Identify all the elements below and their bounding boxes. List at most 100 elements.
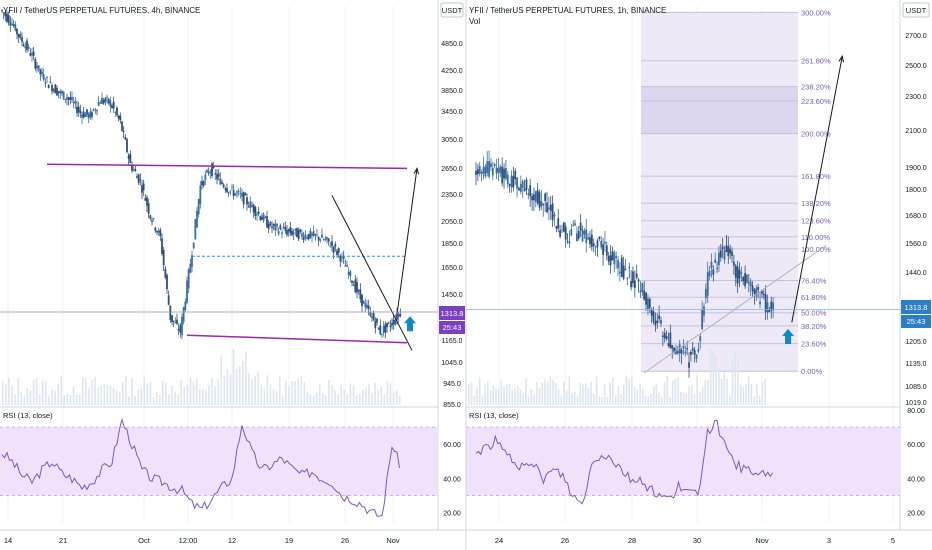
volume-bar	[669, 396, 671, 405]
candle-body	[352, 285, 355, 287]
candle-body	[697, 348, 700, 352]
volume-bar	[45, 381, 47, 405]
candle-body	[387, 322, 390, 324]
volume-bar	[535, 381, 538, 405]
candle-body	[710, 261, 713, 268]
candle-body	[669, 332, 672, 349]
volume-bar	[309, 395, 312, 405]
volume-bar	[8, 377, 10, 405]
rsi-tick-label: 80.00	[907, 408, 925, 415]
volume-bar	[285, 381, 287, 405]
candle-body	[281, 232, 283, 234]
right-chart-panel[interactable]: 300.00%261.80%238.20%223.60%200.00%161.8…	[466, 0, 932, 545]
candle-body	[112, 101, 115, 109]
candle-body	[643, 290, 646, 300]
price-tick-label: 2050.0	[441, 219, 463, 226]
candle-body	[585, 229, 588, 244]
volume-bar	[306, 391, 309, 405]
candle-body	[744, 272, 746, 287]
time-tick-label: 28	[628, 536, 636, 545]
volume-bar	[737, 360, 739, 405]
volume-bar	[66, 393, 69, 405]
candle-body	[540, 201, 543, 207]
volume-bar	[220, 356, 223, 405]
volume-bar	[658, 392, 660, 405]
left-chart-panel[interactable]: YFII / TetherUS PERPETUAL FUTURES, 4h, B…	[0, 0, 466, 545]
candle-body	[72, 101, 75, 103]
candle-body	[480, 171, 483, 174]
candle-body	[181, 316, 183, 336]
rsi-tick-label: 40.00	[907, 476, 925, 483]
volume-bar	[78, 395, 81, 405]
time-tick-label: 3	[827, 536, 831, 545]
volume-bar	[478, 377, 481, 405]
candle-body	[770, 301, 773, 311]
volume-bar	[162, 380, 164, 405]
volume-bar	[565, 390, 568, 405]
volume-bar	[35, 377, 38, 405]
price-tick-label: 1440.0	[905, 270, 927, 277]
candle-body	[645, 292, 647, 305]
volume-bar	[508, 383, 511, 405]
currency-label: USDT	[906, 6, 927, 15]
candle-body	[91, 112, 93, 117]
currency-label: USDT	[442, 6, 463, 15]
candle-body	[574, 223, 576, 226]
time-tick-label: Nov	[386, 536, 400, 545]
candle-body	[693, 349, 696, 355]
candle-body	[229, 190, 232, 192]
candle-body	[392, 319, 395, 325]
time-tick-label: 19	[285, 536, 293, 545]
candle-body	[587, 237, 590, 240]
candle-body	[266, 216, 268, 228]
last-price-label: 1313.8	[441, 309, 464, 318]
candle-body	[559, 230, 561, 237]
candle-body	[324, 239, 327, 241]
candle-body	[536, 190, 539, 204]
candle-body	[237, 190, 240, 192]
candle-body	[131, 164, 133, 171]
volume-bar	[137, 389, 139, 405]
candle-body	[162, 249, 165, 266]
candle-body	[514, 170, 517, 180]
candle-body	[344, 265, 347, 267]
candle-body	[755, 288, 758, 297]
candle-body	[561, 229, 563, 231]
volume-bar	[644, 395, 647, 405]
fib-level-label: 123.60%	[801, 217, 831, 226]
candle-body	[77, 106, 80, 112]
candle-body	[139, 179, 142, 181]
volume-bar	[544, 379, 546, 405]
currency-badge	[440, 2, 464, 18]
price-tick-label: 1165.0	[442, 338, 463, 345]
candle-body	[241, 193, 243, 197]
candle-body	[626, 277, 629, 279]
fib-level-label: 76.40%	[801, 276, 827, 285]
candle-body	[41, 71, 43, 75]
fib-background	[641, 12, 798, 372]
candle-body	[186, 280, 188, 303]
volume-bar	[476, 388, 478, 405]
volume-bar	[198, 389, 201, 405]
candle-body	[234, 193, 237, 196]
arrow-head	[413, 167, 420, 175]
volume-bar	[118, 392, 121, 405]
volume-bar	[652, 385, 655, 405]
rsi-label: RSI (13, close)	[3, 411, 53, 420]
candle-body	[699, 336, 702, 342]
candle-body	[600, 240, 603, 248]
volume-bar	[473, 395, 476, 405]
candle-body	[747, 282, 750, 284]
candle-body	[546, 202, 548, 212]
volume-bar	[355, 395, 358, 405]
candle-body	[671, 344, 674, 349]
candle-body	[4, 12, 7, 17]
candle-body	[542, 203, 545, 206]
candle-body	[216, 174, 218, 180]
volume-bar	[712, 351, 715, 405]
candle-body	[246, 197, 248, 205]
candle-body	[478, 166, 481, 174]
volume-bar	[328, 380, 330, 405]
candle-body	[201, 181, 203, 186]
candle-body	[736, 266, 739, 284]
